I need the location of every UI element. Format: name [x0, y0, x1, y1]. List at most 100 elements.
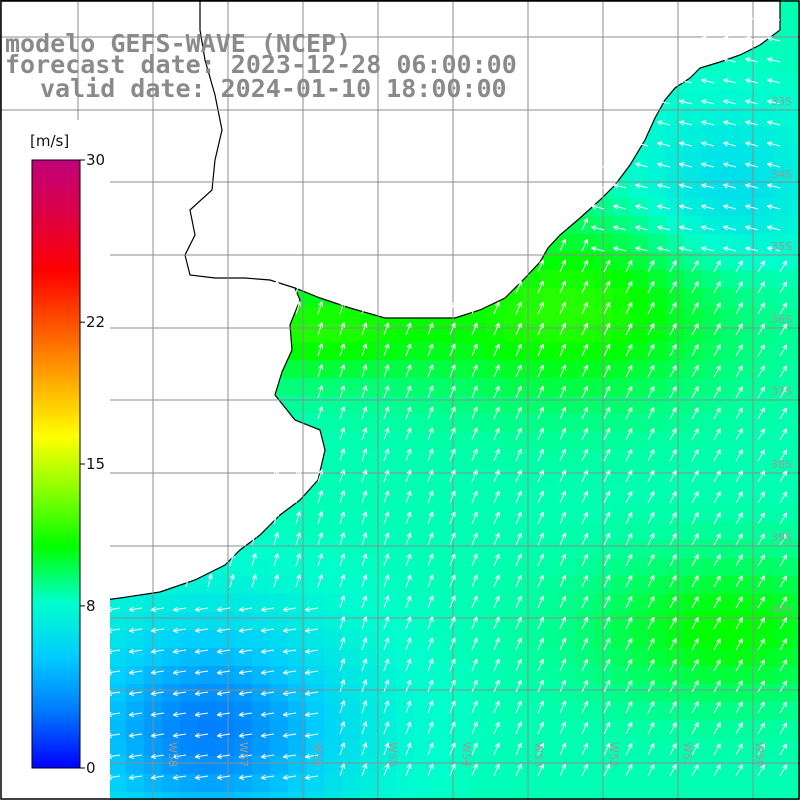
wind-arrow: [282, 711, 297, 717]
field-cell: [270, 684, 288, 702]
field-cell: [738, 666, 756, 684]
wind-arrow: [427, 343, 434, 357]
field-cell: [774, 756, 792, 774]
wind-arrow: [295, 574, 302, 588]
wind-arrow: [194, 606, 209, 612]
wind-arrow: [723, 225, 737, 231]
field-cell: [414, 342, 432, 360]
field-cell: [792, 792, 800, 800]
field-cell: [270, 630, 288, 648]
field-cell: [108, 720, 126, 738]
field-cell: [630, 648, 648, 666]
field-cell: [108, 738, 126, 756]
wind-arrow: [493, 469, 500, 483]
field-cell: [558, 522, 576, 540]
field-cell: [324, 612, 342, 630]
field-cell: [342, 342, 360, 360]
field-cell: [360, 360, 378, 378]
field-cell: [774, 522, 792, 540]
field-cell: [738, 792, 756, 800]
field-cell: [540, 756, 558, 774]
wind-arrow: [691, 302, 699, 315]
field-cell: [612, 216, 630, 234]
wind-arrow: [361, 658, 368, 672]
wind-arrow: [691, 344, 699, 357]
field-cell: [612, 576, 630, 594]
field-cell: [180, 612, 198, 630]
wind-arrow: [581, 322, 589, 336]
field-cell: [702, 216, 720, 234]
field-cell: [576, 414, 594, 432]
wind-arrow: [383, 574, 390, 588]
wind-arrow: [172, 606, 187, 612]
field-cell: [738, 612, 756, 630]
wind-arrow: [172, 753, 187, 759]
field-cell: [792, 432, 800, 450]
field-cell: [792, 162, 800, 180]
wind-arrow: [427, 553, 434, 567]
wind-arrow: [238, 753, 253, 759]
wind-arrow: [295, 532, 302, 546]
field-cell: [126, 612, 144, 630]
wind-arrow: [735, 260, 743, 273]
field-cell: [432, 576, 450, 594]
field-cell: [684, 108, 702, 126]
wind-arrow: [625, 700, 633, 714]
field-cell: [378, 540, 396, 558]
wind-arrow: [603, 322, 611, 336]
wind-arrow: [317, 448, 324, 462]
field-cell: [558, 594, 576, 612]
wind-arrow: [172, 669, 187, 675]
wind-arrow: [172, 732, 187, 738]
field-cell: [378, 522, 396, 540]
field-cell: [234, 702, 252, 720]
field-cell: [612, 720, 630, 738]
wind-arrow: [581, 364, 589, 378]
wind-arrow: [701, 99, 715, 105]
field-cell: [450, 702, 468, 720]
field-cell: [504, 720, 522, 738]
field-cell: [792, 0, 800, 18]
field-cell: [684, 306, 702, 324]
field-cell: [684, 594, 702, 612]
wind-arrow: [691, 659, 699, 672]
field-cell: [684, 162, 702, 180]
wind-arrow: [515, 574, 522, 588]
field-cell: [450, 504, 468, 522]
field-cell: [540, 540, 558, 558]
wind-arrow: [216, 711, 231, 717]
field-cell: [702, 126, 720, 144]
field-cell: [792, 342, 800, 360]
wind-arrow: [238, 648, 253, 654]
field-cell: [612, 738, 630, 756]
wind-arrow: [779, 617, 788, 630]
field-cell: [270, 558, 288, 576]
wind-arrow: [669, 680, 677, 693]
wind-arrow: [405, 721, 412, 735]
field-cell: [378, 792, 396, 800]
wind-arrow: [735, 323, 743, 336]
field-cell: [666, 576, 684, 594]
wind-arrow: [361, 637, 368, 651]
field-cell: [468, 792, 486, 800]
field-cell: [756, 342, 774, 360]
field-cell: [108, 666, 126, 684]
field-cell: [486, 594, 504, 612]
field-cell: [558, 288, 576, 306]
field-cell: [324, 414, 342, 432]
wind-arrow: [361, 364, 368, 378]
field-cell: [738, 162, 756, 180]
field-cell: [180, 738, 198, 756]
field-cell: [306, 576, 324, 594]
field-cell: [756, 414, 774, 432]
field-cell: [756, 180, 774, 198]
wind-arrow: [713, 659, 721, 672]
latitude-label: 34S: [771, 168, 792, 181]
wind-arrow: [383, 343, 390, 357]
field-cell: [738, 486, 756, 504]
field-cell: [162, 684, 180, 702]
field-cell: [630, 324, 648, 342]
field-cell: [198, 648, 216, 666]
wind-arrow: [515, 616, 522, 630]
field-cell: [396, 342, 414, 360]
